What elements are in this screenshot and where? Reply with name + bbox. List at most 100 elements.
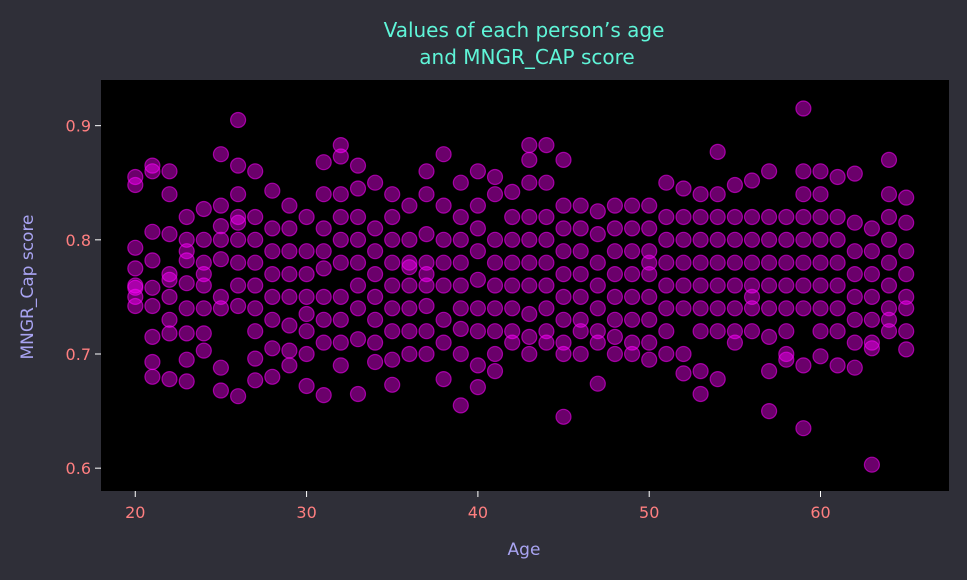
chart-title-line-2: and MNGR_CAP score — [419, 45, 634, 69]
data-point — [692, 208, 709, 226]
data-point — [127, 297, 144, 315]
data-point — [795, 208, 812, 226]
data-point — [332, 137, 349, 154]
data-point — [743, 323, 761, 340]
data-point — [264, 311, 281, 328]
data-point — [589, 254, 606, 271]
data-point — [898, 323, 915, 340]
data-point — [486, 323, 504, 340]
data-point — [247, 163, 264, 180]
data-point — [452, 254, 469, 271]
data-point — [623, 220, 641, 237]
data-point — [212, 218, 229, 235]
data-point — [195, 266, 212, 283]
data-point — [812, 186, 829, 203]
data-point — [195, 277, 212, 294]
data-point — [161, 226, 178, 243]
data-point — [829, 168, 846, 186]
data-point — [863, 288, 881, 305]
data-point — [161, 371, 178, 388]
data-point — [469, 243, 486, 260]
data-point — [743, 288, 761, 305]
data-point — [230, 157, 247, 174]
data-point — [829, 254, 846, 271]
data-point — [538, 231, 555, 248]
data-point — [367, 174, 384, 191]
data-point — [212, 300, 229, 317]
data-point — [435, 146, 452, 163]
data-point — [298, 288, 315, 305]
data-point — [641, 220, 658, 237]
data-point — [435, 197, 452, 214]
data-point — [726, 300, 744, 317]
data-point — [178, 300, 195, 317]
data-point — [863, 311, 881, 328]
data-point — [315, 334, 332, 351]
data-point — [538, 174, 555, 191]
data-point — [161, 325, 178, 342]
data-point — [778, 323, 795, 340]
data-point — [709, 277, 726, 294]
data-point — [709, 143, 726, 160]
data-point — [264, 220, 281, 237]
data-point — [469, 379, 486, 396]
data-point — [572, 243, 589, 260]
data-point — [829, 323, 846, 340]
data-point — [709, 231, 726, 248]
data-point — [178, 351, 195, 368]
data-point — [538, 334, 555, 351]
data-point — [743, 277, 761, 294]
data-point — [452, 300, 469, 317]
data-point — [521, 137, 538, 154]
data-point — [846, 311, 863, 328]
data-point — [589, 334, 606, 351]
data-point — [367, 311, 384, 328]
data-point — [812, 208, 829, 226]
data-point — [709, 186, 726, 203]
data-point — [538, 254, 555, 271]
data-point — [898, 189, 915, 206]
data-point — [692, 363, 709, 380]
data-point — [230, 388, 247, 405]
data-point — [264, 243, 281, 260]
data-point — [469, 197, 486, 214]
data-point — [127, 239, 144, 256]
data-point — [521, 254, 538, 271]
data-point — [555, 220, 572, 237]
data-point — [555, 151, 572, 168]
data-point — [144, 353, 161, 371]
data-point — [401, 277, 418, 294]
data-point — [641, 243, 658, 260]
data-point — [212, 359, 229, 376]
data-point — [469, 357, 486, 374]
data-point — [692, 385, 709, 403]
data-point — [452, 277, 469, 294]
data-point — [641, 288, 658, 305]
data-point — [760, 300, 778, 317]
data-point — [675, 254, 692, 271]
data-point — [195, 325, 212, 342]
data-point — [778, 351, 795, 368]
y-axis-ticks: 0.6 0.7 0.8 0.9 — [66, 117, 101, 478]
data-point — [795, 300, 812, 317]
data-point — [469, 271, 486, 288]
data-point — [572, 323, 589, 340]
data-point — [572, 288, 589, 305]
data-point — [469, 323, 486, 340]
data-point — [127, 277, 144, 294]
data-point — [418, 226, 435, 243]
data-point — [778, 345, 795, 363]
data-point — [161, 288, 178, 305]
data-point — [178, 252, 195, 269]
data-point — [367, 266, 384, 283]
data-point — [384, 231, 401, 248]
data-point — [452, 397, 469, 414]
data-point — [178, 373, 195, 390]
data-point — [829, 357, 846, 374]
data-point — [230, 186, 247, 203]
data-point — [623, 266, 641, 283]
data-point — [349, 300, 367, 317]
data-point — [384, 254, 401, 271]
data-point — [298, 243, 315, 260]
data-point — [675, 231, 692, 248]
